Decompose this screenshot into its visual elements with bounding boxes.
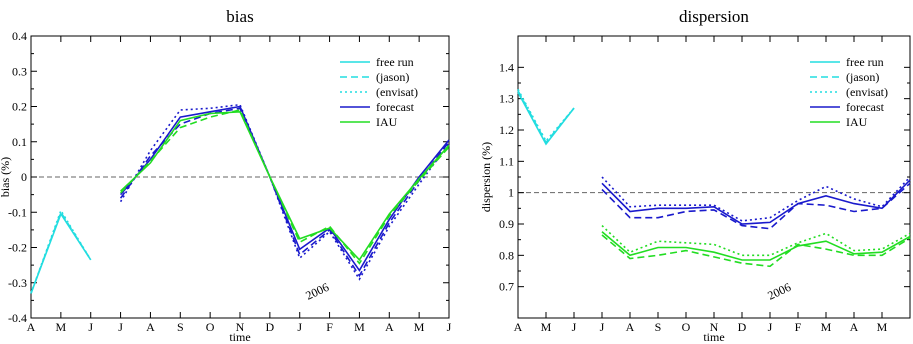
series-line-4 xyxy=(601,179,911,225)
x-tick-label: A xyxy=(626,320,635,334)
year-annotation: 2006 xyxy=(303,280,331,303)
y-tick-label: 0.2 xyxy=(12,100,27,114)
chart-title: dispersion xyxy=(679,7,749,26)
x-tick-label: A xyxy=(514,320,523,334)
y-tick-label: 0 xyxy=(21,170,27,184)
y-tick-label: 0.1 xyxy=(12,135,27,149)
x-tick-label: M xyxy=(877,320,888,334)
series-line-4 xyxy=(119,105,450,272)
series-line-5 xyxy=(119,107,450,278)
y-tick-label: 0.8 xyxy=(499,248,514,262)
y-tick-label: -0.3 xyxy=(8,276,27,290)
y-axis-title: bias (%) xyxy=(0,157,12,197)
series-line-7 xyxy=(120,110,450,262)
x-tick-label: J xyxy=(88,320,93,334)
x-axis-title: time xyxy=(703,330,724,344)
x-tick-label: N xyxy=(236,320,245,334)
legend-label: IAU xyxy=(376,115,398,129)
series-line-7 xyxy=(601,231,911,261)
x-tick-label: J xyxy=(447,320,452,334)
legend-label: forecast xyxy=(846,100,885,114)
x-axis-title: time xyxy=(229,330,250,344)
y-tick-label: 0.9 xyxy=(499,217,514,231)
legend-label: IAU xyxy=(846,115,868,129)
series-line-9 xyxy=(601,225,911,257)
x-tick-label: D xyxy=(266,320,275,334)
y-tick-label: 1.4 xyxy=(499,60,514,74)
x-tick-label: D xyxy=(738,320,747,334)
x-tick-label: A xyxy=(146,320,155,334)
y-tick-label: 1.1 xyxy=(499,154,514,168)
series-line-6 xyxy=(119,103,450,281)
x-tick-label: O xyxy=(682,320,691,334)
legend-label: (jason) xyxy=(376,70,409,84)
legend-label: free run xyxy=(846,55,884,69)
x-tick-label: J xyxy=(600,320,605,334)
x-tick-label: M xyxy=(821,320,832,334)
series-line-6 xyxy=(601,176,911,222)
legend-label: (envisat) xyxy=(846,85,888,99)
x-tick-label: F xyxy=(326,320,333,334)
x-tick-label: O xyxy=(206,320,215,334)
x-tick-label: A xyxy=(850,320,859,334)
y-tick-label: 1.3 xyxy=(499,92,514,106)
chart-title: bias xyxy=(226,7,253,26)
x-tick-label: S xyxy=(177,320,184,334)
y-tick-label: -0.2 xyxy=(8,241,27,255)
legend-label: (envisat) xyxy=(376,85,418,99)
y-tick-label: 1 xyxy=(508,186,514,200)
series-line-5 xyxy=(601,182,911,230)
x-tick-label: N xyxy=(710,320,719,334)
y-tick-label: 0.3 xyxy=(12,64,27,78)
legend-label: forecast xyxy=(376,100,415,114)
x-tick-label: M xyxy=(414,320,425,334)
x-tick-label: S xyxy=(655,320,662,334)
series-line-3 xyxy=(517,88,575,143)
x-tick-label: J xyxy=(572,320,577,334)
x-tick-label: J xyxy=(118,320,123,334)
x-tick-label: M xyxy=(56,320,67,334)
y-tick-label: 1.2 xyxy=(499,123,514,137)
x-tick-label: J xyxy=(768,320,773,334)
y-tick-label: -0.1 xyxy=(8,205,27,219)
x-tick-label: F xyxy=(795,320,802,334)
year-annotation: 2006 xyxy=(765,280,793,303)
x-tick-label: A xyxy=(385,320,394,334)
legend-label: (jason) xyxy=(846,70,879,84)
x-tick-label: J xyxy=(297,320,302,334)
x-tick-label: M xyxy=(541,320,552,334)
series-line-3 xyxy=(30,208,92,294)
legend-label: free run xyxy=(376,55,414,69)
series-line-8 xyxy=(601,234,911,268)
x-tick-label: A xyxy=(27,320,36,334)
series-line-2 xyxy=(517,90,575,144)
y-tick-label: 0.7 xyxy=(499,280,514,294)
x-tick-label: M xyxy=(354,320,365,334)
series-line-2 xyxy=(30,210,92,294)
chart-panel-2: dispersion 1.4 1.3 1.2 1.1 1 0.9 0.8 0.7 A M J J A S O N… xyxy=(479,7,911,344)
y-axis-title: dispersion (%) xyxy=(479,142,493,212)
y-tick-label: -0.4 xyxy=(8,311,27,325)
series-line-8 xyxy=(120,109,450,265)
y-tick-label: 0.4 xyxy=(12,29,27,43)
series-line-1 xyxy=(30,212,92,294)
